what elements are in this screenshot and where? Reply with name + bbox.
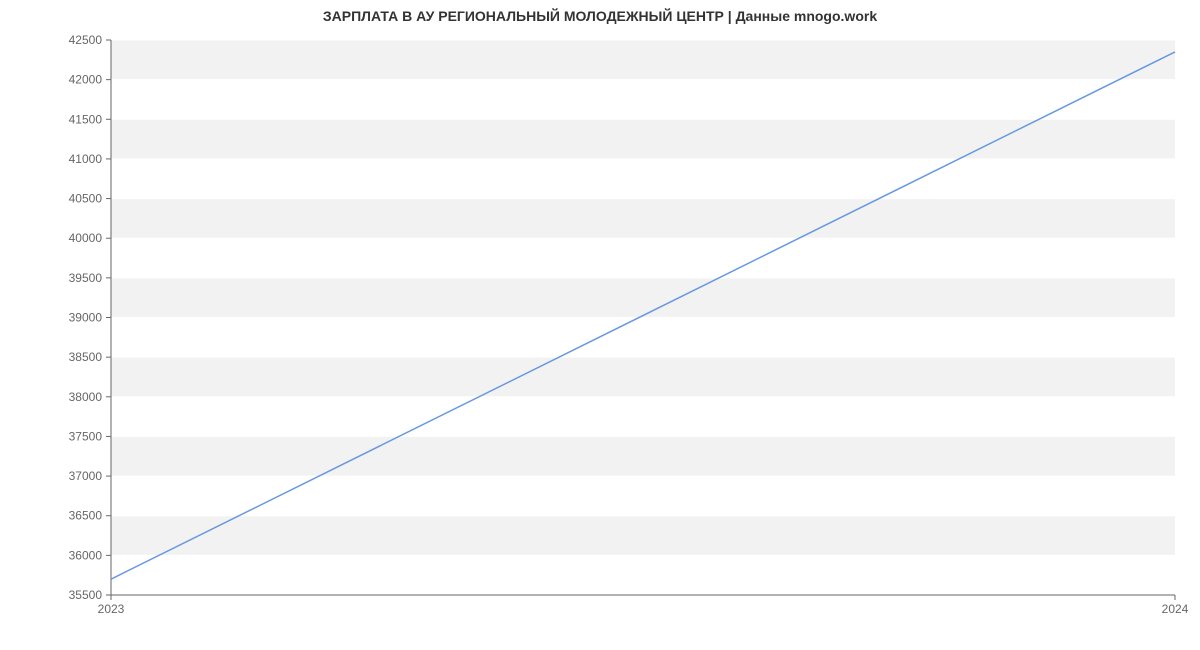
x-tick-label: 2024 — [1162, 602, 1189, 616]
chart-svg: 35500 36000 36500 37000 37500 38000 38500 39000… — [0, 0, 1200, 650]
y-tick-label: 39000 — [69, 311, 103, 325]
grid-band — [111, 516, 1175, 556]
y-tick-label: 37500 — [69, 429, 103, 443]
y-tick-label: 36500 — [69, 509, 103, 523]
grid-band — [111, 555, 1175, 595]
y-tick-label: 40000 — [69, 231, 103, 245]
grid-band — [111, 357, 1175, 397]
grid-band — [111, 199, 1175, 239]
chart-container: ЗАРПЛАТА В АУ РЕГИОНАЛЬНЫЙ МОЛОДЕЖНЫЙ ЦЕ… — [0, 0, 1200, 650]
grid-band — [111, 119, 1175, 159]
grid-band — [111, 397, 1175, 437]
y-tick-label: 37000 — [69, 469, 103, 483]
y-tick-label: 35500 — [69, 588, 103, 602]
grid-band — [111, 318, 1175, 358]
y-tick-label: 42500 — [69, 33, 103, 47]
grid-band — [111, 436, 1175, 476]
grid-band — [111, 238, 1175, 278]
y-tick-label: 42000 — [69, 73, 103, 87]
grid-band — [111, 159, 1175, 199]
y-tick-label: 38000 — [69, 390, 103, 404]
grid-band — [111, 278, 1175, 318]
y-tick-label: 36000 — [69, 548, 103, 562]
y-tick-label: 41500 — [69, 112, 103, 126]
grid-band — [111, 80, 1175, 120]
y-tick-label: 38500 — [69, 350, 103, 364]
y-tick-label: 41000 — [69, 152, 103, 166]
grid-band — [111, 476, 1175, 516]
y-tick-label: 39500 — [69, 271, 103, 285]
grid-band — [111, 40, 1175, 80]
y-tick-label: 40500 — [69, 192, 103, 206]
x-tick-label: 2023 — [98, 602, 125, 616]
